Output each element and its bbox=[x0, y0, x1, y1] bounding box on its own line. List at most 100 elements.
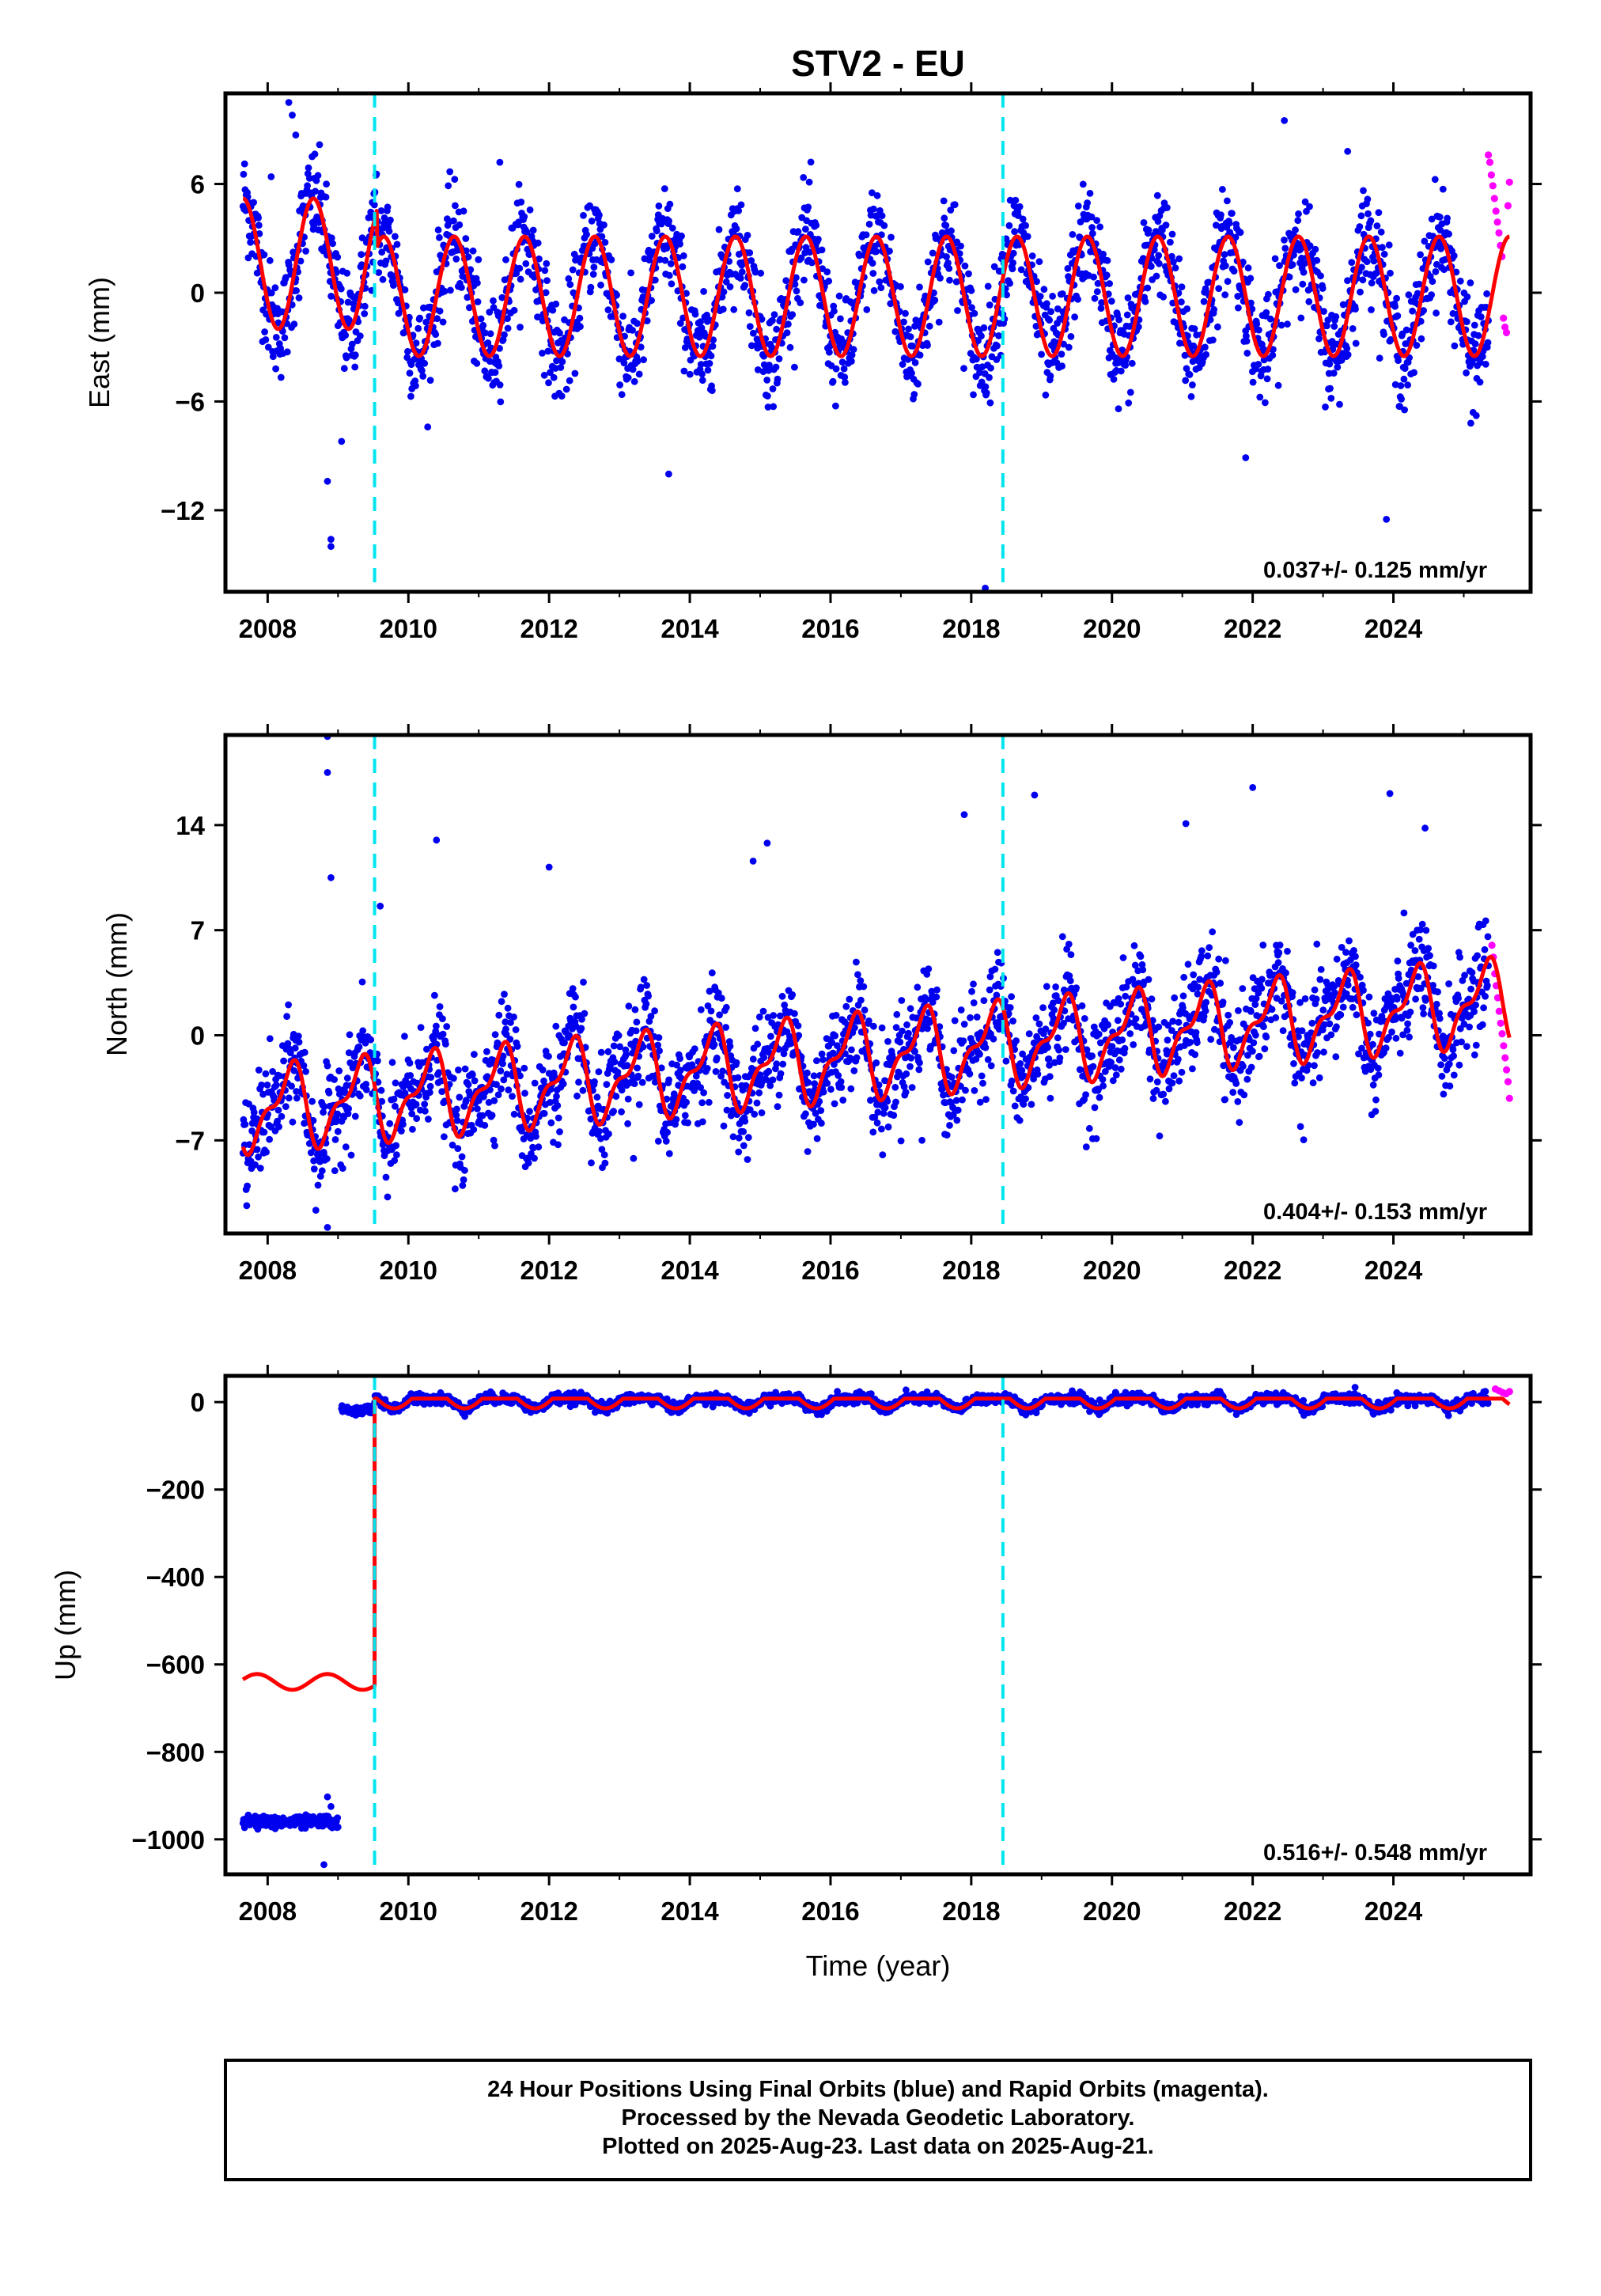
data-point bbox=[452, 256, 460, 263]
data-point bbox=[390, 1095, 398, 1103]
data-point bbox=[970, 980, 977, 988]
data-point bbox=[1044, 1044, 1051, 1051]
y-axis-label: East (mm) bbox=[83, 277, 115, 408]
data-point bbox=[897, 282, 904, 290]
data-point bbox=[735, 207, 743, 214]
data-point bbox=[654, 1041, 661, 1049]
data-point bbox=[359, 1027, 367, 1035]
data-point bbox=[978, 363, 986, 371]
data-point bbox=[358, 251, 365, 258]
data-point bbox=[466, 1091, 474, 1099]
data-point bbox=[1148, 995, 1156, 1003]
data-point bbox=[1392, 1034, 1400, 1042]
data-point bbox=[272, 1082, 280, 1089]
data-point bbox=[1276, 942, 1284, 949]
data-point bbox=[1336, 400, 1343, 408]
data-point bbox=[1058, 350, 1065, 358]
data-point bbox=[345, 1049, 353, 1056]
data-point bbox=[460, 207, 467, 215]
data-point bbox=[916, 1059, 923, 1067]
data-point bbox=[1183, 365, 1190, 373]
data-point bbox=[751, 1025, 759, 1032]
velocity-label: 0.404+/- 0.153 mm/yr bbox=[1263, 1199, 1487, 1225]
data-point bbox=[1191, 1051, 1199, 1059]
data-point bbox=[456, 221, 464, 229]
outlier-point bbox=[433, 836, 441, 844]
data-point bbox=[1215, 955, 1223, 963]
y-tick-label: −12 bbox=[161, 496, 205, 525]
data-point bbox=[848, 1046, 855, 1054]
data-point bbox=[1468, 359, 1476, 367]
data-point bbox=[1440, 1055, 1448, 1063]
data-point bbox=[1034, 1070, 1042, 1078]
data-point bbox=[1400, 375, 1408, 383]
data-point bbox=[1085, 1124, 1093, 1132]
data-point bbox=[911, 359, 919, 366]
data-point bbox=[295, 294, 303, 301]
data-point bbox=[1253, 320, 1261, 328]
data-point bbox=[1006, 279, 1013, 287]
data-point bbox=[1011, 1102, 1019, 1110]
data-point bbox=[692, 1072, 700, 1080]
data-point bbox=[247, 238, 254, 246]
data-point bbox=[1016, 1060, 1024, 1067]
data-point bbox=[536, 255, 543, 263]
data-point bbox=[722, 1024, 729, 1031]
data-point bbox=[1058, 290, 1066, 297]
data-point bbox=[1311, 245, 1319, 253]
data-point bbox=[1467, 985, 1474, 993]
outlier-point bbox=[1031, 791, 1039, 799]
data-point bbox=[255, 222, 263, 229]
data-point bbox=[1275, 949, 1283, 957]
x-tick-label: 2014 bbox=[660, 614, 719, 643]
data-point bbox=[903, 1021, 910, 1029]
data-point bbox=[559, 1080, 567, 1088]
data-point bbox=[1134, 323, 1142, 331]
data-point bbox=[1360, 187, 1367, 195]
data-point bbox=[515, 180, 523, 188]
data-point bbox=[532, 1133, 539, 1140]
data-point bbox=[786, 1032, 793, 1040]
data-point bbox=[817, 1107, 825, 1114]
data-point bbox=[1202, 350, 1210, 358]
data-point bbox=[1139, 966, 1147, 974]
data-point bbox=[1194, 990, 1202, 998]
data-point bbox=[1352, 961, 1360, 968]
data-point bbox=[600, 221, 607, 229]
data-point bbox=[1108, 1043, 1116, 1050]
data-point bbox=[358, 234, 366, 242]
data-point bbox=[1296, 1123, 1304, 1131]
data-point bbox=[630, 377, 638, 385]
data-point bbox=[726, 1042, 734, 1050]
data-point bbox=[848, 358, 855, 365]
data-point bbox=[697, 1084, 704, 1091]
data-point bbox=[648, 233, 656, 240]
data-point bbox=[407, 1072, 414, 1079]
y-tick-label: 6 bbox=[191, 170, 205, 199]
data-point bbox=[1414, 973, 1422, 980]
data-point bbox=[871, 1113, 879, 1121]
data-point bbox=[269, 353, 277, 361]
data-point bbox=[1363, 258, 1371, 266]
data-point bbox=[1411, 947, 1419, 954]
data-point bbox=[1290, 1060, 1297, 1067]
data-point bbox=[1209, 928, 1217, 936]
data-point bbox=[1224, 278, 1232, 286]
data-point bbox=[285, 1094, 293, 1102]
data-point bbox=[676, 1067, 684, 1074]
data-point bbox=[1482, 917, 1489, 925]
data-point bbox=[1422, 926, 1430, 934]
data-point bbox=[978, 1072, 986, 1080]
data-point bbox=[634, 1064, 641, 1072]
data-point bbox=[540, 1110, 548, 1117]
data-point bbox=[733, 185, 741, 193]
data-point bbox=[572, 993, 579, 1001]
data-point bbox=[1466, 1023, 1473, 1031]
data-point bbox=[1463, 369, 1470, 377]
data-point bbox=[576, 314, 584, 322]
data-point bbox=[1042, 1025, 1050, 1032]
data-point bbox=[1349, 1003, 1357, 1011]
data-point bbox=[308, 1097, 316, 1105]
data-point bbox=[1432, 268, 1440, 275]
data-point bbox=[1398, 396, 1405, 403]
